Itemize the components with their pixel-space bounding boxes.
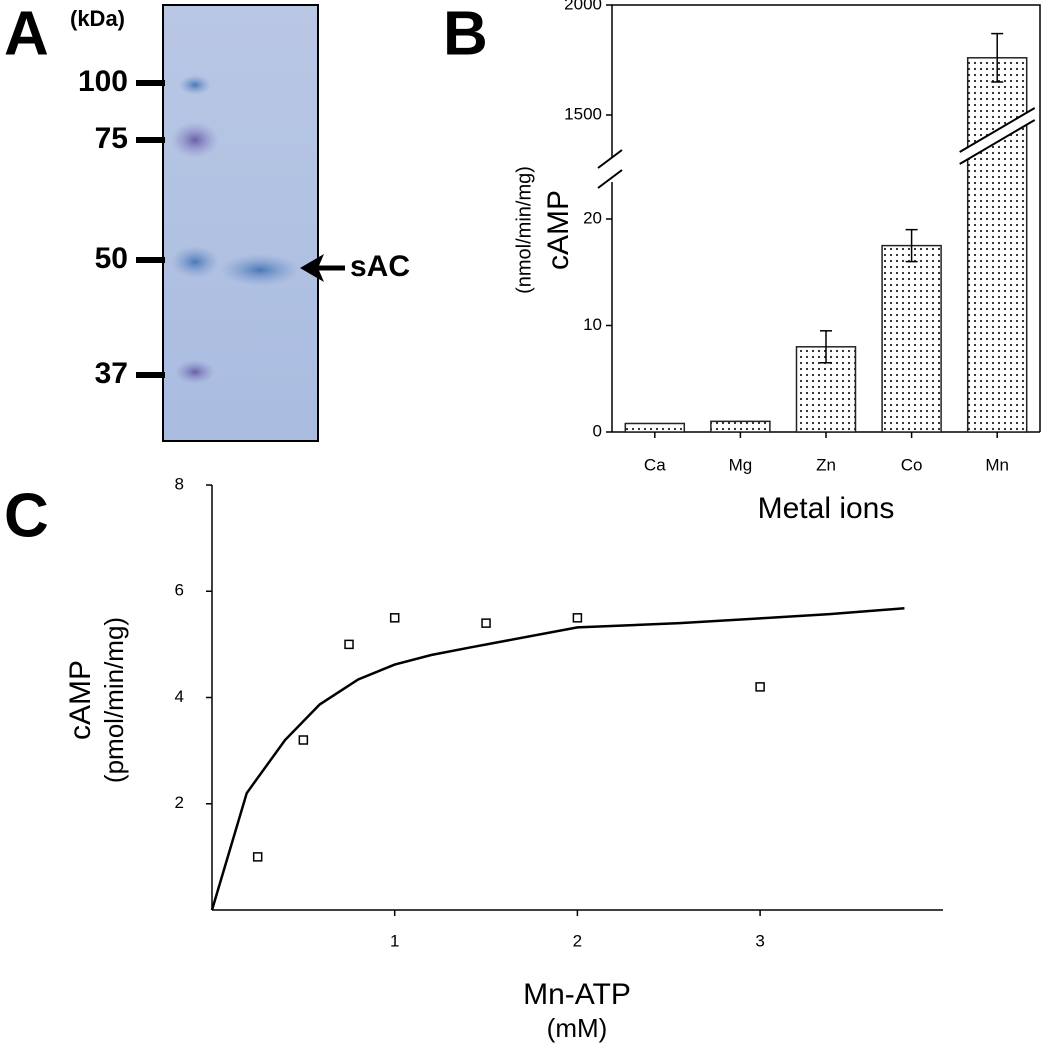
axis-break-gap [609, 158, 615, 182]
y-tick-label: 4 [175, 687, 184, 706]
bar [624, 422, 686, 433]
gel-band [179, 75, 211, 95]
panel-label: A [4, 0, 49, 68]
y-axis-title: cAMP [542, 190, 575, 270]
y-tick-label: 2 [175, 793, 184, 812]
x-tick-label: Mg [729, 455, 753, 474]
arrow-head [300, 254, 324, 282]
marker-label: 37 [95, 357, 128, 390]
y-tick-label: 10 [583, 315, 602, 334]
gel-band [171, 122, 219, 158]
data-point [252, 852, 263, 862]
x-axis-title: Metal ions [758, 492, 895, 525]
data-point [389, 613, 400, 623]
bar-break-line [959, 107, 1036, 153]
bar [710, 420, 771, 433]
y-tick-label: 20 [583, 208, 602, 227]
x-axis-title: Mn-ATP [523, 978, 631, 1011]
x-tick-label: 1 [390, 931, 399, 950]
band-label: sAC [350, 250, 410, 283]
marker-label: 100 [78, 65, 128, 98]
y-tick-label: 8 [175, 474, 184, 493]
data-point [572, 613, 583, 623]
gel-band [171, 246, 219, 278]
gel-band [175, 360, 215, 384]
y-axis-title: cAMP [64, 660, 97, 740]
gel-band [220, 254, 300, 286]
axis-break [597, 169, 623, 189]
y-axis-unit: (pmol/min/mg) [99, 617, 129, 783]
gel-panel: A (kDa) sAC [4, 0, 410, 442]
y-tick-label: 2000 [564, 0, 602, 13]
y-tick-label: 6 [175, 581, 184, 600]
marker-label: 75 [95, 122, 128, 155]
unit-label: (kDa) [70, 6, 125, 31]
axis-break [597, 149, 623, 169]
fit-line [210, 607, 905, 911]
bar-break [963, 110, 1031, 162]
x-tick-label: Ca [644, 455, 666, 474]
bar [966, 57, 1028, 433]
marker-label: 50 [95, 242, 128, 275]
x-tick-label: 2 [573, 931, 582, 950]
y-tick-label: 1500 [564, 104, 602, 123]
data-point [481, 618, 491, 628]
panel-label: C [4, 481, 49, 550]
data-point [755, 682, 765, 692]
x-tick-label: 3 [755, 931, 764, 950]
x-tick-label: Zn [816, 455, 836, 474]
bar-break-line [959, 119, 1036, 165]
x-axis-unit: (mM) [547, 1013, 608, 1043]
y-tick-label: 0 [593, 421, 602, 440]
y-axis-unit: (nmol/min/mg) [513, 166, 535, 294]
x-tick-label: Mn [985, 455, 1009, 474]
x-tick-label: Co [901, 455, 923, 474]
panel-label: B [443, 0, 488, 68]
bar [881, 244, 942, 433]
data-point [344, 639, 354, 650]
data-point [298, 735, 309, 745]
